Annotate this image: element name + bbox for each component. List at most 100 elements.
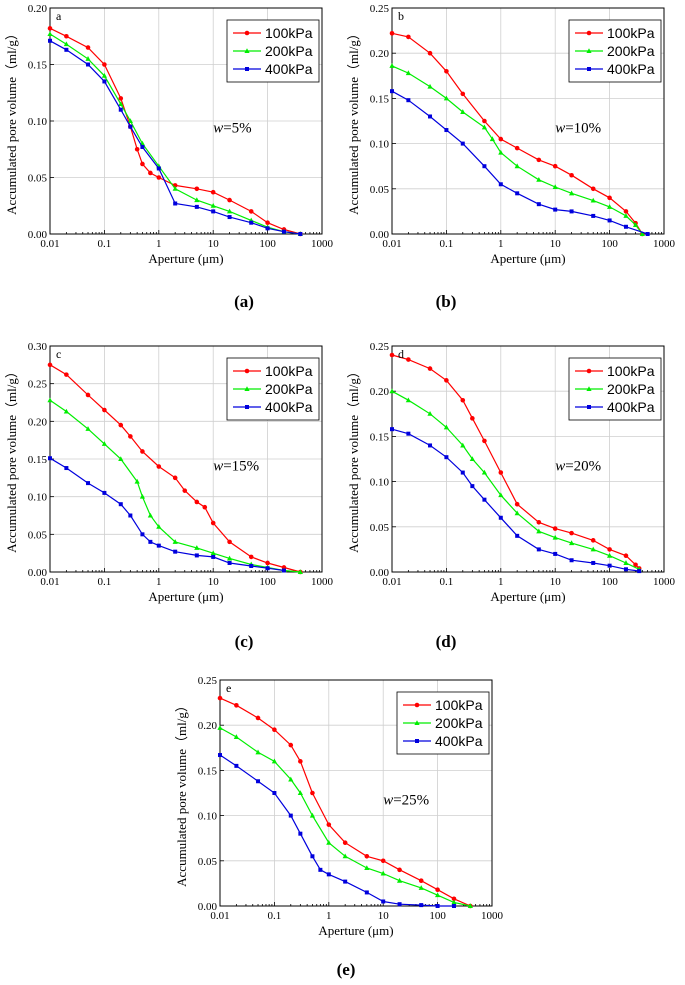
y-axis: 0.00 0.05 0.10 0.15 0.20 0.25 0.30	[28, 341, 54, 579]
data-point	[172, 539, 178, 544]
x-tick-label: 0.01	[382, 576, 401, 588]
x-tick-label: 1	[498, 238, 504, 250]
data-point	[443, 424, 449, 430]
series-100kPa	[47, 362, 303, 575]
data-point	[233, 734, 239, 739]
data-point	[553, 207, 558, 212]
x-tick-label: 1	[498, 576, 504, 588]
data-point	[234, 703, 239, 708]
legend-marker	[244, 30, 250, 36]
x-tick-label: 100	[429, 910, 446, 922]
data-point	[140, 449, 145, 454]
data-point	[590, 546, 596, 552]
chart-panel-e: 0.01 0.1 1 10 100 1000 0.00 0.05 0.10 0.15 0.20 0.2…	[170, 672, 510, 952]
y-tick-label: 0.00	[28, 229, 48, 241]
plot-frame	[219, 679, 493, 907]
data-point	[265, 220, 270, 225]
x-tick-label: 0.01	[210, 910, 229, 922]
data-point	[444, 68, 449, 74]
legend-label: 400kPa	[607, 399, 655, 415]
data-point	[623, 213, 629, 218]
moisture-annotation: w=15%	[213, 458, 259, 474]
y-tick-label: 0.00	[198, 901, 218, 913]
data-point	[406, 357, 411, 362]
data-point	[326, 839, 332, 845]
data-point	[217, 695, 223, 701]
data-point	[568, 540, 575, 546]
x-tick-label: 0.01	[40, 576, 59, 588]
x-tick-label: 1	[156, 576, 162, 588]
plot-frame	[391, 7, 665, 235]
data-point	[298, 232, 303, 236]
data-point	[590, 197, 596, 203]
data-point	[467, 903, 473, 908]
legend-marker	[587, 67, 591, 71]
y-tick-label: 0.20	[198, 720, 218, 732]
annotation-value: =20%	[565, 458, 601, 474]
panel-letter: e	[226, 681, 231, 695]
legend-label: 100kPa	[265, 25, 313, 41]
data-point	[211, 554, 216, 559]
data-point	[481, 469, 488, 475]
data-point	[460, 141, 465, 146]
data-point	[498, 182, 503, 187]
data-point	[380, 858, 386, 864]
data-point	[194, 499, 200, 505]
x-tick-label: 1000	[311, 238, 334, 250]
data-point	[443, 95, 449, 101]
data-point	[418, 885, 424, 890]
data-point	[194, 197, 200, 203]
data-point	[47, 26, 53, 31]
series-line	[49, 33, 301, 235]
data-point	[514, 501, 520, 507]
series-200kPa	[217, 725, 473, 908]
data-point	[427, 50, 433, 56]
data-point	[498, 136, 504, 142]
series-line	[391, 428, 640, 572]
x-axis: 0.01 0.1 1 10 100 1000	[40, 230, 334, 250]
data-point	[85, 392, 91, 398]
chart-svg-a: 0.01 0.1 1 10 100 1000 0.00 0.05 0.10 0.15 0.20 Ape…	[4, 3, 334, 266]
data-point	[482, 118, 487, 124]
data-point	[639, 231, 645, 236]
x-tick-label: 0.1	[440, 576, 454, 588]
x-axis-label: Aperture (μm)	[490, 251, 565, 266]
data-point	[118, 422, 124, 428]
data-point	[63, 408, 69, 414]
data-point	[364, 853, 370, 859]
data-point	[118, 456, 124, 461]
data-point	[310, 790, 315, 796]
data-point	[248, 209, 254, 214]
data-point	[514, 145, 520, 151]
y-tick-label: 0.00	[370, 229, 390, 241]
data-point	[435, 887, 440, 893]
data-point	[364, 890, 369, 895]
data-point	[102, 79, 107, 84]
data-point	[569, 209, 574, 214]
data-point	[172, 186, 178, 191]
data-point	[318, 867, 323, 872]
data-point	[569, 530, 574, 536]
legend-label: 200kPa	[607, 43, 655, 59]
data-point	[182, 488, 188, 493]
chart-svg-e: 0.01 0.1 1 10 100 1000 0.00 0.05 0.10 0.15 0.20 0.2…	[174, 675, 504, 938]
data-point	[428, 443, 433, 448]
data-point	[607, 218, 612, 223]
data-point	[498, 470, 504, 475]
annotation-value: =5%	[223, 120, 251, 136]
data-point	[326, 872, 331, 877]
data-point	[234, 763, 239, 768]
data-point	[102, 490, 107, 495]
data-point	[406, 34, 411, 40]
series-line	[219, 727, 471, 907]
series-400kPa	[48, 38, 303, 236]
data-point	[390, 89, 394, 94]
y-axis: 0.00 0.05 0.10 0.15 0.20 0.25	[370, 341, 396, 579]
y-tick-label: 0.10	[198, 811, 218, 823]
data-point	[444, 128, 449, 133]
chart-panel-d: 0.01 0.1 1 10 100 1000 0.00 0.05 0.10 0.15 0.20 0.2…	[342, 338, 682, 618]
x-tick-label: 10	[378, 910, 390, 922]
legend: 100kPa 200kPa 400kPa	[226, 19, 320, 83]
panel-letter: d	[398, 347, 404, 361]
data-point	[623, 560, 629, 565]
